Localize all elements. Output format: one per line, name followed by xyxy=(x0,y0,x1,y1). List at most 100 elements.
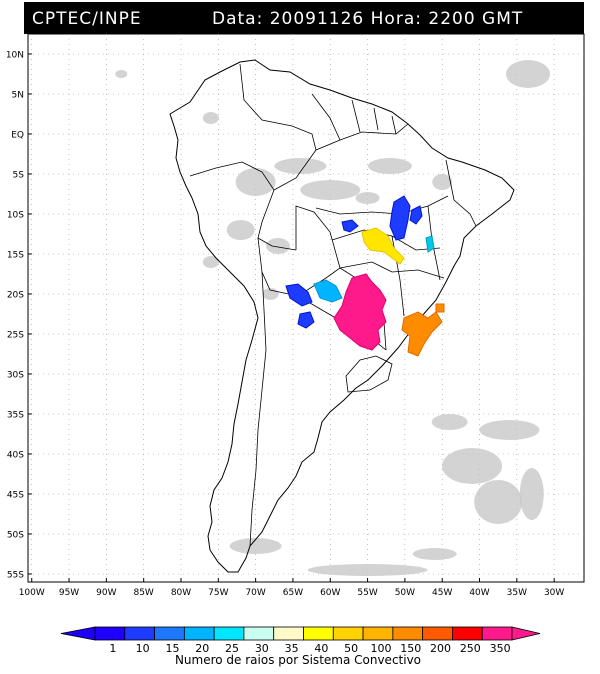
lon-tick-label: 80W xyxy=(171,588,191,598)
lat-tick-label: EQ xyxy=(11,131,24,141)
legend-title: Numero de raios por Sistema Convectivo xyxy=(175,653,421,667)
legend-label: 350 xyxy=(490,642,511,655)
cloud-patch xyxy=(274,158,327,174)
system-goias-cyan xyxy=(425,235,435,253)
lon-tick-label: 30W xyxy=(544,588,564,598)
lat-tick-label: 55S xyxy=(7,571,24,581)
border-guianas xyxy=(351,99,397,135)
datetime-label: Data: 20091126 Hora: 2200 GMT xyxy=(212,9,523,29)
border-brazil-north xyxy=(273,123,409,191)
border-chile-argentina xyxy=(249,271,267,547)
brazil-state-borders xyxy=(315,159,477,317)
legend-swatch xyxy=(452,626,483,641)
cloud-patch xyxy=(412,548,457,560)
cloud-patch xyxy=(479,420,540,440)
legend-swatch xyxy=(183,626,215,641)
legend-swatch xyxy=(124,626,155,641)
source-label: CPTEC/INPE xyxy=(32,9,142,29)
lat-tick-label: 25S xyxy=(7,331,24,341)
legend: 1 10 15 20 25 30 35 40 50 100 150 200 250 350 xyxy=(60,626,541,655)
system-chaco-blue xyxy=(297,311,315,329)
cloud-cover xyxy=(115,60,551,576)
lat-tick-label: 15S xyxy=(7,251,24,261)
cloud-patch xyxy=(442,448,503,484)
legend-swatch xyxy=(273,626,304,641)
lat-tick-label: 45S xyxy=(7,491,24,501)
border-colombia-venezuela xyxy=(239,63,317,151)
cloud-patch xyxy=(266,238,291,254)
lat-tick-label: 5S xyxy=(13,171,25,181)
lat-tick-label: 50S xyxy=(7,531,24,541)
cloud-patch xyxy=(474,480,523,524)
border-colombia-peru xyxy=(189,161,275,191)
axis-labels: 10N 5N EQ 5S 10S 15S 20S 25S 30S 35S 40S 45S 50S 55S 1… xyxy=(6,51,565,599)
legend-label: 250 xyxy=(460,642,481,655)
legend-swatch xyxy=(362,626,394,641)
cloud-patch xyxy=(367,158,412,174)
cloud-patch xyxy=(300,180,361,200)
cloud-patch xyxy=(229,538,282,554)
system-paraguay-cyan xyxy=(313,279,343,303)
system-parana-magenta xyxy=(333,273,387,351)
header-bar xyxy=(24,2,584,34)
legend-swatch xyxy=(243,626,275,641)
cloud-patch xyxy=(506,60,551,88)
cloud-patch xyxy=(115,70,128,78)
legend-swatch xyxy=(392,626,424,641)
legend-swatch xyxy=(481,626,513,641)
legend-arrow-left xyxy=(60,626,96,641)
lat-tick-label: 40S xyxy=(7,451,24,461)
legend-label: 1 xyxy=(109,642,116,655)
legend-swatch xyxy=(303,626,334,641)
lon-tick-label: 65W xyxy=(283,588,303,598)
legend-swatch xyxy=(94,626,126,641)
system-bolivia-blue xyxy=(285,283,313,307)
legend-label: 15 xyxy=(165,642,179,655)
cloud-patch xyxy=(202,256,219,268)
lon-tick-label: 40W xyxy=(469,588,489,598)
legend-label: 30 xyxy=(255,642,269,655)
system-saopaulo-orange xyxy=(401,311,443,357)
lat-tick-label: 10S xyxy=(7,211,24,221)
system-goias-yellow xyxy=(361,227,405,265)
border-bolivia xyxy=(257,205,341,297)
lat-tick-label: 20S xyxy=(7,291,24,301)
legend-label: 200 xyxy=(430,642,451,655)
lon-tick-label: 60W xyxy=(320,588,340,598)
legend-label: 40 xyxy=(314,642,328,655)
lon-tick-label: 35W xyxy=(507,588,527,598)
cloud-patch xyxy=(355,192,380,204)
legend-label: 50 xyxy=(344,642,358,655)
lon-tick-label: 70W xyxy=(245,588,265,598)
lon-tick-label: 90W xyxy=(96,588,116,598)
legend-swatch xyxy=(422,626,453,641)
legend-label: 150 xyxy=(400,642,421,655)
convective-systems xyxy=(285,195,445,357)
border-uruguay xyxy=(345,355,393,393)
cloud-patch xyxy=(235,168,276,196)
cloud-patch xyxy=(307,564,428,576)
cloud-patch xyxy=(226,220,255,240)
system-rio-orange xyxy=(435,303,445,313)
cloud-patch xyxy=(519,468,544,520)
lat-tick-label: 30S xyxy=(7,371,24,381)
lon-tick-label: 100W xyxy=(19,588,45,598)
legend-swatch xyxy=(213,626,245,641)
legend-arrow-right xyxy=(511,626,541,641)
system-tocantins-blue xyxy=(389,195,411,241)
cloud-patch xyxy=(432,174,453,190)
lon-tick-label: 55W xyxy=(357,588,377,598)
lat-tick-label: 35S xyxy=(7,411,24,421)
legend-label: 20 xyxy=(195,642,209,655)
lat-tick-label: 10N xyxy=(6,51,24,61)
lon-tick-label: 95W xyxy=(59,588,79,598)
lon-tick-label: 50W xyxy=(395,588,415,598)
legend-label: 10 xyxy=(136,642,150,655)
system-mato-grosso-blue xyxy=(341,219,359,233)
legend-label: 35 xyxy=(285,642,299,655)
graticule xyxy=(28,34,584,582)
legend-label: 25 xyxy=(225,642,239,655)
lon-tick-label: 45W xyxy=(432,588,452,598)
